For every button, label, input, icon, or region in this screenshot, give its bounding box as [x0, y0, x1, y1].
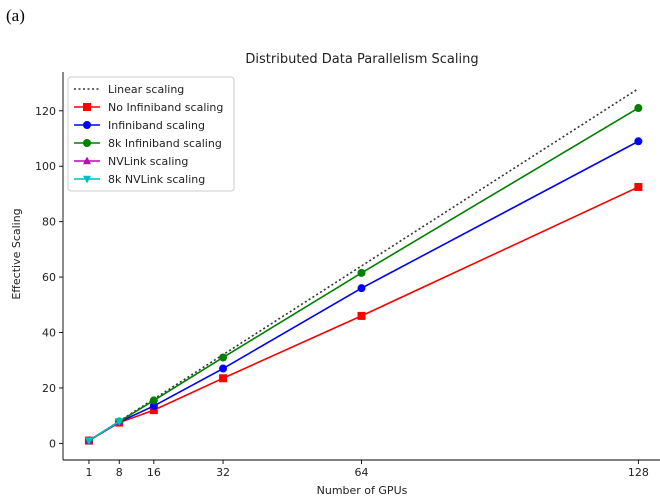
y-tick-label: 60 [42, 271, 56, 284]
legend: Linear scaling No Infiniband scaling Infin… [67, 76, 235, 192]
data-point [219, 374, 228, 383]
x-tick-label: 16 [147, 466, 161, 479]
series-line [88, 87, 639, 442]
panel-label: (a) [6, 6, 25, 25]
data-point [634, 137, 643, 146]
legend-entry: 8k Infiniband scaling [74, 137, 222, 150]
x-tick-label: 8 [116, 466, 123, 479]
x-tick-label: 1 [85, 466, 92, 479]
series-line [88, 420, 120, 442]
x-tick-label: 32 [216, 466, 230, 479]
legend-label: NVLink scaling [108, 155, 188, 168]
legend-label: 8k Infiniband scaling [108, 137, 222, 150]
data-point [115, 418, 124, 426]
data-point [357, 284, 366, 293]
data-point [149, 401, 158, 410]
data-point [357, 311, 366, 320]
legend-label: Linear scaling [108, 83, 184, 96]
y-tick-label: 80 [42, 216, 56, 229]
series-6 [84, 418, 124, 445]
y-axis-label: Effective Scaling [10, 208, 23, 299]
series-2 [84, 183, 643, 445]
legend-label: 8k NVLink scaling [108, 173, 205, 186]
legend-marker [83, 103, 91, 111]
legend-marker [83, 121, 91, 129]
y-tick-label: 0 [49, 437, 56, 450]
legend-entry: NVLink scaling [74, 155, 188, 168]
legend-marker [83, 139, 91, 147]
legend-entry: 8k NVLink scaling [74, 173, 205, 186]
data-point [84, 437, 93, 445]
legend-box [67, 76, 235, 192]
data-point [634, 183, 643, 192]
legend-label: No Infiniband scaling [108, 101, 223, 114]
legend-entry: No Infiniband scaling [74, 101, 223, 114]
legend-marker [83, 156, 91, 165]
legend-marker [83, 175, 91, 184]
series-1 [88, 87, 639, 442]
data-point [219, 353, 228, 362]
y-tick-label: 20 [42, 382, 56, 395]
x-tick-label: 128 [628, 466, 649, 479]
plot-area [84, 87, 643, 445]
data-point [634, 104, 643, 113]
y-tick-label: 100 [35, 160, 56, 173]
y-tick-label: 40 [42, 327, 56, 340]
data-point [357, 268, 366, 277]
chart-title: Distributed Data Parallelism Scaling [245, 52, 478, 67]
legend-label: Infiniband scaling [108, 119, 205, 132]
x-tick-label: 64 [355, 466, 369, 479]
axes: 1 8 16 32 64 128 0 20 40 60 80 100 120 [35, 72, 660, 479]
legend-entry: Infiniband scaling [74, 119, 205, 132]
y-tick-label: 120 [35, 105, 56, 118]
x-axis-label: Number of GPUs [317, 484, 408, 497]
data-point [219, 364, 228, 373]
data-point [149, 396, 158, 405]
legend-entry: Linear scaling [74, 83, 184, 96]
data-point [149, 406, 158, 415]
